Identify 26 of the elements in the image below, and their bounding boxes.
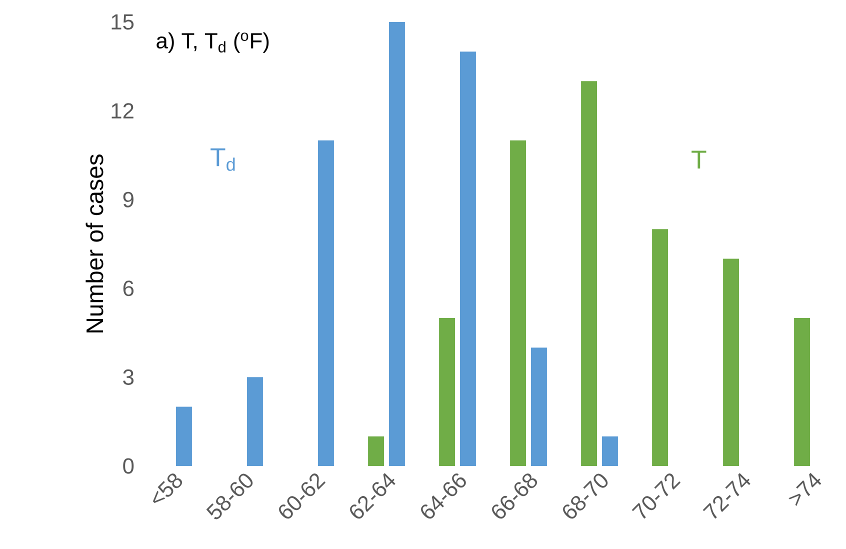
bar <box>388 22 405 466</box>
bar <box>723 258 740 466</box>
y-tick-label: 0 <box>123 458 134 474</box>
bar <box>530 348 547 466</box>
y-tick-label: 3 <box>123 369 134 385</box>
x-tick-label: >74 <box>788 472 822 506</box>
chart-title: a) T, T$_{d}$ ($^{o}$F) <box>156 32 269 53</box>
bar <box>176 406 192 466</box>
bar <box>602 436 618 466</box>
text: T$_{d}$ <box>210 148 235 171</box>
y-tick-label: 9 <box>123 192 134 208</box>
y-tick-label: 6 <box>123 280 134 296</box>
bar <box>246 377 263 466</box>
bar <box>510 140 526 466</box>
bar <box>460 52 476 466</box>
y-tick-label: 15 <box>112 14 134 30</box>
y-axis-title: Number of cases <box>86 154 104 332</box>
y-tick-label: 12 <box>112 103 134 118</box>
bar <box>652 229 668 466</box>
text: T <box>692 150 706 169</box>
bar <box>318 140 334 466</box>
bar <box>439 318 456 466</box>
bar <box>794 318 810 466</box>
bar <box>581 81 598 466</box>
bar <box>368 436 384 466</box>
x-tick-label: <58 <box>152 474 182 503</box>
